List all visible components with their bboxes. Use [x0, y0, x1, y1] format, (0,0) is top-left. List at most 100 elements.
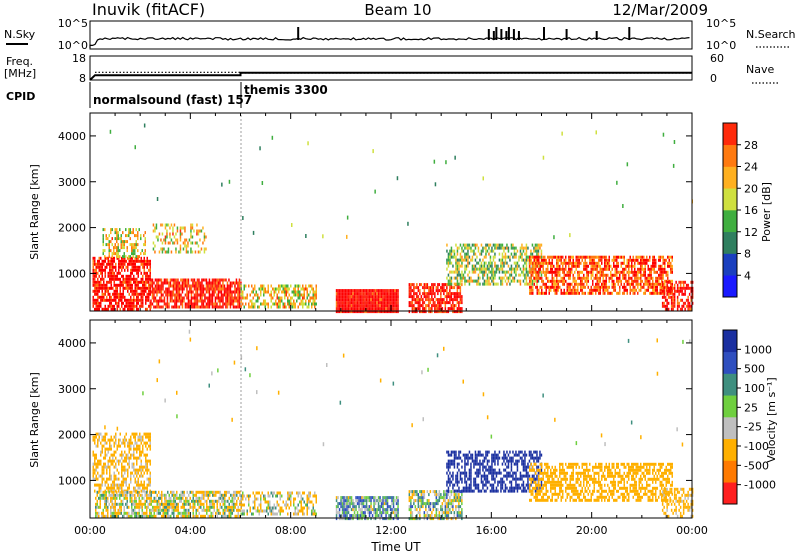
data-cell [652, 285, 654, 289]
data-cell [92, 304, 94, 308]
data-cell [655, 291, 657, 295]
data-cell [134, 262, 136, 266]
data-cell [637, 282, 639, 286]
data-cell [391, 301, 393, 305]
data-cell [128, 459, 130, 463]
data-cell [134, 280, 136, 284]
data-cell [174, 299, 176, 303]
data-cell [632, 279, 634, 283]
data-cell [157, 287, 160, 291]
data-cell [510, 252, 513, 256]
data-cell [104, 283, 106, 287]
data-cell [542, 264, 544, 268]
data-cell [278, 509, 280, 513]
data-cell [640, 273, 642, 277]
data-cell [691, 295, 694, 299]
data-cell [95, 483, 97, 487]
data-cell [113, 277, 115, 281]
data-cell [190, 305, 193, 309]
data-cell [237, 514, 239, 518]
data-cell [590, 267, 592, 271]
data-cell [287, 497, 289, 501]
data-cell [222, 514, 224, 518]
data-cell [315, 293, 317, 297]
data-cell [467, 252, 469, 256]
data-cell [178, 281, 181, 285]
data-cell [690, 307, 692, 311]
data-cell [117, 243, 119, 247]
data-cell [656, 270, 658, 274]
data-cell [133, 274, 135, 278]
data-cell [193, 278, 196, 282]
data-cell [154, 296, 157, 300]
data-cell [167, 505, 169, 509]
data-cell [649, 285, 651, 289]
data-cell [172, 287, 175, 291]
data-cell [134, 505, 136, 509]
data-cell [370, 301, 372, 305]
data-cell [477, 276, 480, 280]
data-cell [667, 307, 670, 311]
data-cell [116, 483, 118, 487]
data-cell [188, 514, 190, 518]
data-cell [101, 435, 103, 439]
data-cell [536, 273, 538, 277]
data-cell [136, 471, 138, 475]
data-cell [95, 432, 97, 436]
data-cell [186, 305, 188, 309]
data-cell [432, 283, 435, 287]
data-cell [260, 494, 262, 498]
data-cell [638, 267, 640, 271]
data-cell [440, 289, 442, 293]
data-cell [380, 292, 383, 296]
data-cell [205, 296, 208, 300]
data-cell [104, 450, 106, 454]
data-cell [94, 283, 96, 287]
data-cell [532, 270, 534, 274]
data-cell [122, 255, 124, 259]
data-cell [115, 438, 117, 442]
data-cell [294, 287, 296, 291]
data-cell [121, 453, 123, 457]
data-cell [180, 493, 182, 497]
data-cell [133, 304, 135, 308]
data-cell [156, 287, 158, 291]
data-cell [115, 462, 117, 466]
data-cell [168, 502, 170, 506]
data-cell [109, 129, 112, 134]
data-cell [143, 480, 145, 484]
data-cell [433, 159, 436, 164]
data-cell [525, 255, 528, 259]
data-cell [119, 444, 121, 448]
data-cell [149, 292, 151, 296]
data-cell [169, 235, 171, 239]
data-cell [358, 295, 360, 299]
data-cell [438, 301, 441, 305]
data-cell [296, 491, 298, 495]
data-cell [449, 261, 451, 265]
data-cell [661, 301, 664, 305]
data-cell [631, 261, 633, 265]
freq-left-tick-top: 18 [72, 52, 86, 65]
data-cell [395, 292, 398, 296]
cpid-segment-2: themis 3300 [244, 83, 328, 97]
data-cell [684, 301, 686, 305]
data-cell [191, 226, 194, 230]
data-cell [158, 508, 160, 512]
data-cell [190, 287, 193, 291]
data-cell [195, 293, 197, 297]
data-cell [205, 290, 208, 294]
data-cell [614, 273, 616, 277]
data-cell [97, 277, 99, 281]
data-cell [287, 491, 289, 495]
data-cell [599, 264, 601, 268]
data-cell [153, 299, 155, 303]
data-cell [130, 471, 132, 475]
data-cell [136, 480, 138, 484]
data-cell [251, 302, 253, 306]
data-cell [246, 512, 248, 516]
data-cell [117, 255, 119, 259]
data-cell [373, 292, 375, 296]
data-cell [492, 255, 495, 259]
data-cell [165, 499, 167, 503]
